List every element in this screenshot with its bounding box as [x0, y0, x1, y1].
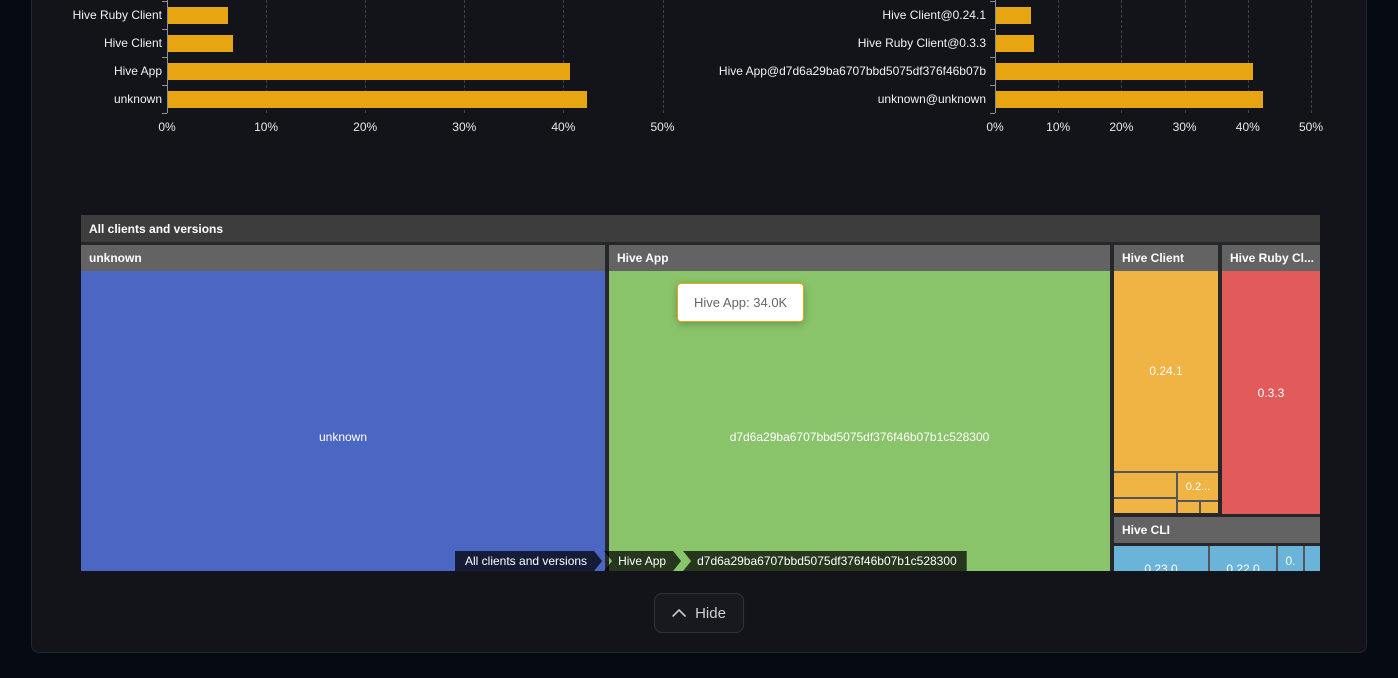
gridline	[365, 0, 367, 113]
axis-tick	[990, 29, 995, 30]
treemap-section-header[interactable]: Hive Ruby Cl...	[1222, 245, 1320, 271]
gridline	[266, 0, 268, 113]
treemap-section-header[interactable]: Hive App	[609, 245, 1110, 271]
chevron-up-icon	[672, 609, 686, 617]
treemap-cell[interactable]: 0.3.3	[1222, 271, 1320, 514]
category-label: Hive Ruby Client@0.3.3	[857, 36, 986, 50]
category-label: unknown	[113, 92, 162, 106]
axis-tick	[162, 1, 167, 2]
treemap-cell-label: d7d6a29ba6707bbd5075df376f46b07b1c528300	[729, 430, 990, 444]
x-axis-tick-label: 30%	[1172, 120, 1197, 134]
axis-tick	[162, 29, 167, 30]
bar-clients[interactable]	[168, 35, 234, 52]
treemap-cell[interactable]: 0.22.0	[1210, 546, 1276, 571]
category-label: Hive Ruby Client	[72, 8, 162, 22]
axis-tick	[162, 85, 167, 86]
treemap-cell-label: 0.	[1285, 554, 1296, 568]
treemap-cell-label: Hive Ruby Cl...	[1230, 251, 1315, 265]
category-label: Hive App@d7d6a29ba6707bbd5075df376f46b07…	[718, 64, 986, 78]
bar-clients[interactable]	[168, 7, 229, 24]
gridline	[1121, 0, 1123, 113]
x-axis-tick-label: 0%	[986, 120, 1004, 134]
tooltip-text: Hive App: 34.0K	[694, 295, 788, 310]
category-label: Hive App	[113, 64, 162, 78]
axis-tick	[990, 1, 995, 2]
x-axis-tick-label: 50%	[650, 120, 675, 134]
axis-tick	[990, 113, 995, 114]
treemap-cell[interactable]	[1178, 502, 1199, 513]
category-axis-line	[167, 0, 168, 113]
axis-tick	[162, 113, 167, 114]
category-label: Hive Client	[103, 36, 162, 50]
treemap-section-header[interactable]: unknown	[81, 245, 605, 271]
gridline	[1058, 0, 1060, 113]
category-label: unknown@unknown	[877, 92, 986, 106]
treemap-cell-label: 0.23.0	[1144, 562, 1178, 571]
treemap-cell[interactable]: unknown	[81, 271, 605, 571]
x-axis-tick-label: 40%	[551, 120, 576, 134]
axis-tick	[990, 57, 995, 58]
treemap-cell-label: 0.2...	[1185, 480, 1211, 493]
x-axis-tick-label: 10%	[254, 120, 279, 134]
x-axis-tick-label: 20%	[353, 120, 378, 134]
treemap-section-header[interactable]: Hive Client	[1114, 245, 1218, 271]
x-axis-tick-label: 10%	[1046, 120, 1071, 134]
hide-button[interactable]: Hide	[654, 593, 744, 633]
treemap-cell[interactable]: 0.23.0	[1114, 546, 1208, 571]
treemap-cell[interactable]	[1305, 546, 1320, 571]
treemap-root-header[interactable]: All clients and versions	[81, 215, 1320, 242]
treemap-breadcrumb: All clients and versions Hive App d7d6a2…	[455, 551, 969, 571]
gridline	[662, 0, 664, 113]
treemap-cell[interactable]: 0.2...	[1178, 473, 1218, 500]
treemap-cell-label: Hive App	[617, 251, 669, 265]
x-axis-tick-label: 40%	[1235, 120, 1260, 134]
treemap-cell-label: Hive CLI	[1122, 523, 1171, 537]
treemap-cell[interactable]	[1114, 473, 1176, 497]
bar-versions[interactable]	[996, 7, 1031, 24]
treemap-cell-label: 0.24.1	[1149, 364, 1183, 378]
x-axis-tick-label: 20%	[1109, 120, 1134, 134]
hide-button-label: Hide	[695, 604, 726, 622]
treemap-clients-and-versions[interactable]: All clients and versions unknown unknown Hi…	[81, 215, 1320, 571]
breadcrumb-item-version-hash[interactable]: d7d6a29ba6707bbd5075df376f46b07b1c528300	[683, 551, 967, 571]
bar-versions[interactable]	[996, 35, 1034, 52]
bar-clients[interactable]	[168, 63, 571, 80]
gridline	[464, 0, 466, 113]
gridline	[1247, 0, 1249, 113]
axis-tick	[162, 57, 167, 58]
treemap-cell[interactable]	[1114, 499, 1176, 513]
treemap-cell[interactable]	[1201, 502, 1218, 513]
treemap-cell[interactable]: 0.	[1278, 546, 1303, 571]
treemap-section-header[interactable]: Hive CLI	[1114, 517, 1320, 543]
bar-versions[interactable]	[996, 91, 1264, 108]
treemap-cell-label: Hive Client	[1122, 251, 1185, 265]
axis-tick	[990, 85, 995, 86]
x-axis-tick-label: 0%	[158, 120, 176, 134]
treemap-cell-label: 0.3.3	[1257, 385, 1285, 400]
treemap-cell[interactable]: 0.24.1	[1114, 271, 1218, 471]
category-axis-line	[995, 0, 996, 113]
gridline	[1311, 0, 1312, 113]
bar-versions[interactable]	[996, 63, 1254, 80]
treemap-cell-label: 0.22.0	[1226, 562, 1260, 571]
treemap-cell-label: unknown	[89, 251, 142, 265]
treemap-cell-label: unknown	[318, 430, 368, 444]
gridline	[563, 0, 565, 113]
breadcrumb-item-hive-app[interactable]: Hive App	[604, 551, 681, 571]
x-axis-tick-label: 30%	[452, 120, 477, 134]
category-label: Hive Client@0.24.1	[882, 8, 986, 22]
bar-clients[interactable]	[168, 91, 588, 108]
x-axis-tick-label: 50%	[1298, 120, 1324, 134]
treemap-cell-label: All clients and versions	[89, 221, 224, 236]
treemap-tooltip: Hive App: 34.0K	[677, 283, 805, 322]
breadcrumb-item-root[interactable]: All clients and versions	[455, 551, 602, 571]
gridline	[1184, 0, 1186, 113]
